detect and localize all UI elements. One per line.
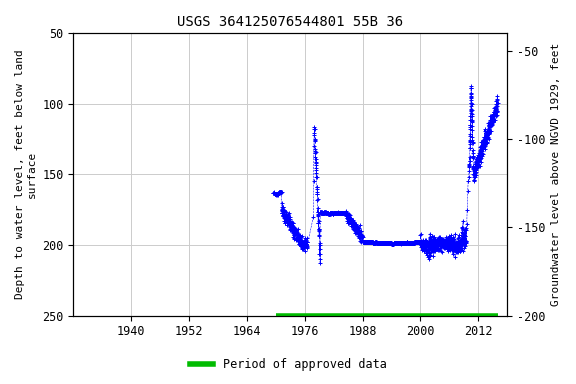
Title: USGS 364125076544801 55B 36: USGS 364125076544801 55B 36 [177,15,403,29]
Legend: Period of approved data: Period of approved data [185,354,391,376]
Y-axis label: Depth to water level, feet below land
surface: Depth to water level, feet below land su… [15,50,37,299]
Y-axis label: Groundwater level above NGVD 1929, feet: Groundwater level above NGVD 1929, feet [551,43,561,306]
